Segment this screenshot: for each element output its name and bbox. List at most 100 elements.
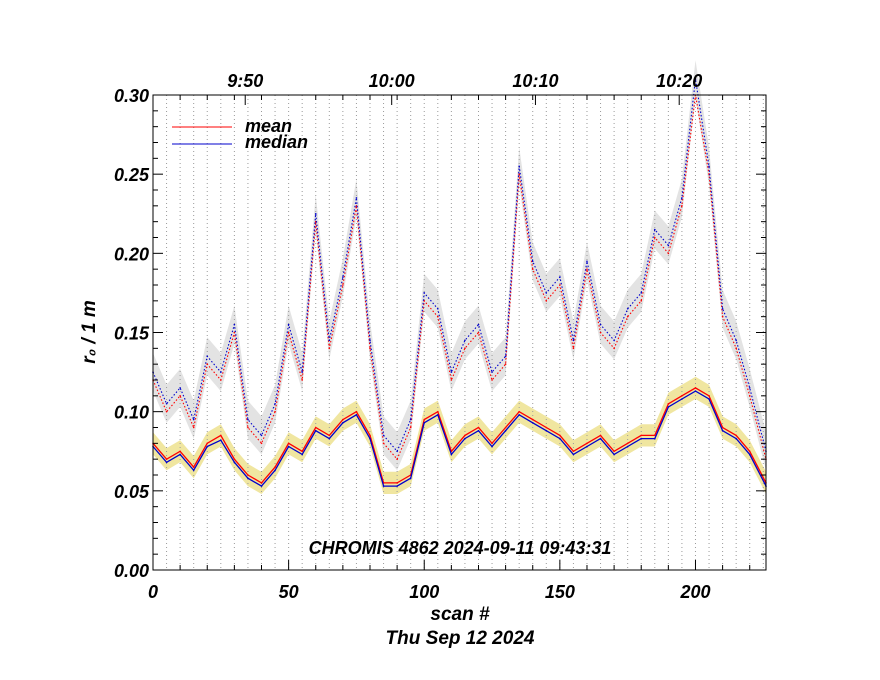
series-mean-solid-point xyxy=(396,482,398,484)
series-mean-solid-point xyxy=(260,482,263,484)
series-mean-dotted-point xyxy=(735,347,737,350)
series-median-dotted-point xyxy=(545,292,548,294)
series-median-solid-point xyxy=(206,445,209,448)
series-mean-solid-point xyxy=(301,450,303,453)
series-mean-solid-point xyxy=(165,458,168,460)
top-time-label: 10:00 xyxy=(369,71,415,91)
series-mean-solid-point xyxy=(247,474,249,476)
y-tick-label: 0.00 xyxy=(114,561,149,581)
series-median-solid-point xyxy=(314,429,317,432)
series-median-solid-point xyxy=(559,437,561,440)
series-mean-dotted-point xyxy=(477,331,480,334)
x-tick-label: 50 xyxy=(279,582,299,602)
series-median-dotted-point xyxy=(599,323,602,326)
series-median-solid-point xyxy=(260,485,263,487)
series-mean-solid-point xyxy=(531,418,534,421)
series-median-solid-point xyxy=(681,398,683,400)
series-mean-solid-point xyxy=(681,395,683,397)
series-median-dotted-point xyxy=(559,276,561,278)
series-mean-solid-point xyxy=(233,458,236,460)
series-median-dotted-point xyxy=(694,78,697,80)
series-mean-solid-point xyxy=(504,426,507,429)
series-median-dotted-point xyxy=(748,387,751,389)
y-tick-label: 0.20 xyxy=(114,244,149,264)
series-mean-solid-point xyxy=(518,410,520,413)
series-median-solid-point xyxy=(220,439,222,441)
series-median-solid-point xyxy=(708,398,710,400)
series-mean-dotted-point xyxy=(559,284,561,286)
top-time-label: 10:20 xyxy=(656,71,702,91)
plot-frame xyxy=(152,94,767,571)
y-tick-label: 0.25 xyxy=(114,165,150,185)
legend-median-label: median xyxy=(245,132,308,152)
series-median-solid-point xyxy=(287,445,290,448)
series-mean-dotted-point xyxy=(504,363,507,365)
series-median-solid-point xyxy=(409,477,412,479)
series-median-dotted-point xyxy=(274,402,276,405)
series-mean-solid-point xyxy=(694,387,697,389)
series-median-solid-point xyxy=(518,414,520,416)
x-tick-label: 100 xyxy=(409,582,439,602)
series-mean-dotted-point xyxy=(233,331,236,334)
series-median-dotted-point xyxy=(260,434,263,437)
series-median-solid-point xyxy=(274,469,276,472)
series-mean-dotted-point xyxy=(545,300,548,302)
series-mean-solid-point xyxy=(355,410,358,413)
series-mean-solid-point xyxy=(599,434,602,437)
series-mean-dotted-point xyxy=(409,426,412,429)
series-median-solid-point xyxy=(653,437,656,440)
series-mean-solid-point xyxy=(287,442,290,445)
series-median-dotted-point xyxy=(572,339,575,342)
series-mean-dotted-point xyxy=(179,395,181,397)
series-median-dotted-point xyxy=(640,292,643,294)
series-median-solid-point xyxy=(667,406,670,408)
series-median-dotted-point xyxy=(464,339,466,342)
series-median-dotted-point xyxy=(518,165,520,168)
series-mean-solid-point xyxy=(653,434,656,437)
series-median-solid-point xyxy=(545,429,548,432)
series-mean-dotted-point xyxy=(287,331,290,334)
series-median-solid-point xyxy=(396,485,398,487)
series-median-solid-point xyxy=(572,453,575,456)
series-median-dotted-point xyxy=(247,418,249,421)
series-mean-dotted-point xyxy=(748,395,751,397)
series-median-dotted-point xyxy=(382,434,385,437)
series-mean-solid-point xyxy=(369,434,371,437)
series-mean-solid-point xyxy=(274,466,276,468)
series-mean-dotted-point xyxy=(653,236,656,239)
series-median-dotted-point xyxy=(721,307,724,310)
series-mean-solid-point xyxy=(613,450,615,453)
series-median-dotted-point xyxy=(314,212,317,215)
series-median-solid-point xyxy=(613,453,615,456)
series-mean-solid-point xyxy=(464,434,466,437)
series-mean-dotted-point xyxy=(586,268,588,270)
series-median-dotted-point xyxy=(735,339,737,342)
x-tick-label: 0 xyxy=(148,582,158,602)
series-median-dotted-point xyxy=(653,228,656,231)
series-median-dotted-point xyxy=(287,323,290,326)
y-tick-label: 0.05 xyxy=(114,482,150,502)
series-mean-dotted-point xyxy=(247,426,249,429)
x-axis-title: scan # xyxy=(430,604,490,625)
series-mean-solid-point xyxy=(192,466,195,468)
tick-labels: 0 50 100 150 200 0.00 0.05 0.10 0.15 0.20 0.25 0.30… xyxy=(114,71,711,602)
axis-ticks xyxy=(152,94,766,571)
series-mean-dotted-point xyxy=(260,442,263,445)
series-median-solid-point xyxy=(491,445,493,448)
series-median-solid-point xyxy=(355,414,358,416)
series-mean-solid-point xyxy=(342,418,344,421)
series-median-dotted-point xyxy=(681,197,683,199)
series-median-dotted-point xyxy=(179,387,181,389)
series-median-solid-point xyxy=(192,469,195,472)
series-median-dotted-point xyxy=(586,260,588,263)
series-mean-dotted-point xyxy=(437,315,439,318)
series-mean-dotted-point xyxy=(369,347,371,350)
series-mean-dotted-point xyxy=(599,331,602,334)
series-median-dotted-point xyxy=(328,339,331,342)
series-median-dotted-point xyxy=(626,307,629,310)
series-mean-solid-point xyxy=(748,450,751,453)
series-mean-dotted-point xyxy=(667,252,670,255)
series-median-solid-point xyxy=(504,429,507,432)
series-median-solid-point xyxy=(342,421,344,424)
